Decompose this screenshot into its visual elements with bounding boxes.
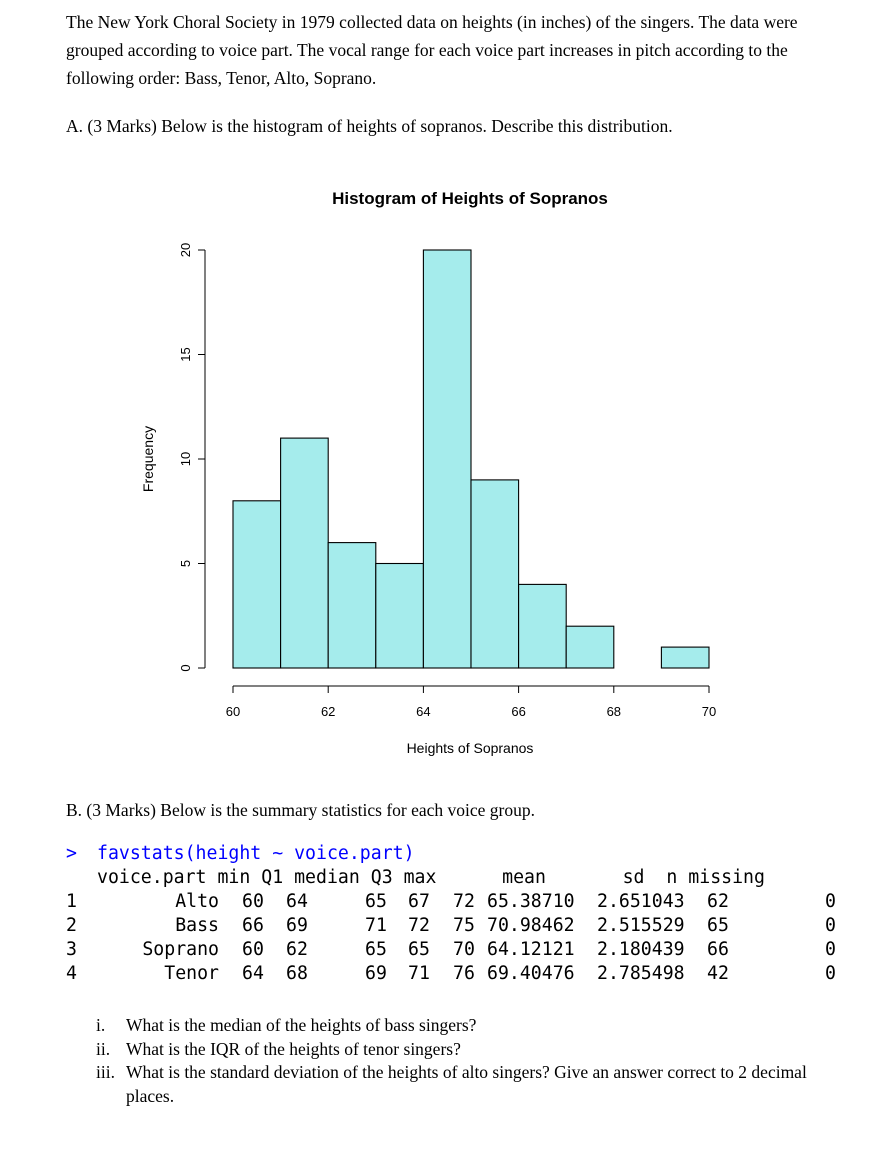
n-cell: 65 — [707, 915, 729, 936]
part-b-question: B. (3 Marks) Below is the summary statis… — [66, 800, 535, 820]
part-a-question: A. (3 Marks) Below is the histogram of h… — [66, 116, 673, 136]
histogram-bar — [660, 646, 710, 669]
question-text: What is the standard deviation of the he… — [126, 1062, 807, 1106]
question-list: i. What is the median of the heights of … — [96, 1014, 856, 1108]
mean-cell: 64.12121 — [487, 939, 575, 960]
max-cell: 72 — [453, 891, 475, 912]
sd-cell: 2.785498 — [597, 963, 685, 984]
q1-cell: 62 — [286, 939, 308, 960]
histogram-bar — [422, 249, 472, 669]
n-cell: 42 — [707, 963, 729, 984]
r-console-output: > favstats(height ~ voice.part) voice.pa… — [66, 842, 856, 992]
min-cell: 60 — [242, 891, 264, 912]
x-tick-label: 66 — [511, 704, 525, 719]
missing-cell: 0 — [825, 891, 836, 912]
histogram-bar — [327, 542, 377, 669]
voice-part-cell: Bass — [175, 915, 219, 936]
missing-cell: 0 — [825, 915, 836, 936]
min-cell: 64 — [242, 963, 264, 984]
voice-part-cell: Tenor — [164, 963, 219, 984]
median-cell: 69 — [365, 963, 387, 984]
y-tick-label: 20 — [178, 243, 193, 257]
histogram-bar — [280, 437, 329, 669]
x-tick-label: 60 — [226, 704, 240, 719]
q1-cell: 68 — [286, 963, 308, 984]
q3-cell: 67 — [408, 891, 430, 912]
q1-cell: 69 — [286, 915, 308, 936]
question-item: iii. What is the standard deviation of t… — [96, 1061, 856, 1108]
row-index: 1 — [66, 891, 77, 912]
question-item: ii. What is the IQR of the heights of te… — [96, 1038, 856, 1062]
y-axis-label: Frequency — [140, 426, 156, 492]
x-tick-label: 70 — [702, 704, 716, 719]
q3-cell: 65 — [408, 939, 430, 960]
question-text: What is the IQR of the heights of tenor … — [126, 1038, 461, 1059]
n-cell: 66 — [707, 939, 729, 960]
q3-cell: 71 — [408, 963, 430, 984]
console-command: favstats(height ~ voice.part) — [97, 843, 415, 864]
max-cell: 70 — [453, 939, 475, 960]
histogram-bar — [375, 562, 424, 669]
y-tick-label: 0 — [178, 664, 193, 671]
x-axis-label: Heights of Sopranos — [407, 740, 534, 756]
histogram-bar — [470, 479, 520, 669]
min-cell: 66 — [242, 915, 264, 936]
mean-cell: 69.40476 — [487, 963, 575, 984]
histogram-bar — [232, 500, 282, 669]
question-number: iii. — [96, 1062, 115, 1082]
n-cell: 62 — [707, 891, 729, 912]
histogram-chart: Histogram of Heights of Sopranos Frequen… — [140, 189, 716, 756]
sd-cell: 2.515529 — [597, 915, 685, 936]
max-cell: 76 — [453, 963, 475, 984]
chart-title: Histogram of Heights of Sopranos — [332, 189, 608, 208]
console-header: voice.part min Q1 median Q3 max mean sd … — [97, 867, 765, 888]
median-cell: 65 — [365, 891, 387, 912]
sd-cell: 2.651043 — [597, 891, 685, 912]
max-cell: 75 — [453, 915, 475, 936]
mean-cell: 70.98462 — [487, 915, 575, 936]
question-item: i. What is the median of the heights of … — [96, 1014, 856, 1038]
mean-cell: 65.38710 — [487, 891, 575, 912]
q3-cell: 72 — [408, 915, 430, 936]
missing-cell: 0 — [825, 939, 836, 960]
voice-part-cell: Alto — [175, 891, 219, 912]
y-tick-label: 10 — [178, 452, 193, 466]
y-tick-label: 15 — [178, 347, 193, 361]
median-cell: 71 — [365, 915, 387, 936]
x-tick-label: 64 — [416, 704, 430, 719]
x-tick-label: 68 — [607, 704, 621, 719]
x-tick-label: 62 — [321, 704, 335, 719]
question-text: What is the median of the heights of bas… — [126, 1015, 477, 1035]
sd-cell: 2.180439 — [597, 939, 685, 960]
voice-part-cell: Soprano — [142, 939, 219, 960]
histogram-bar — [518, 583, 567, 669]
intro-paragraph: The New York Choral Society in 1979 coll… — [66, 12, 798, 88]
console-prompt: > — [66, 843, 77, 864]
median-cell: 65 — [365, 939, 387, 960]
row-index: 4 — [66, 963, 77, 984]
missing-cell: 0 — [825, 963, 836, 984]
row-index: 3 — [66, 939, 77, 960]
histogram-bar — [565, 625, 615, 669]
row-index: 2 — [66, 915, 77, 936]
q1-cell: 64 — [286, 891, 308, 912]
question-number: i. — [96, 1015, 106, 1035]
min-cell: 60 — [242, 939, 264, 960]
y-tick-label: 5 — [178, 560, 193, 567]
question-number: ii. — [96, 1038, 111, 1059]
